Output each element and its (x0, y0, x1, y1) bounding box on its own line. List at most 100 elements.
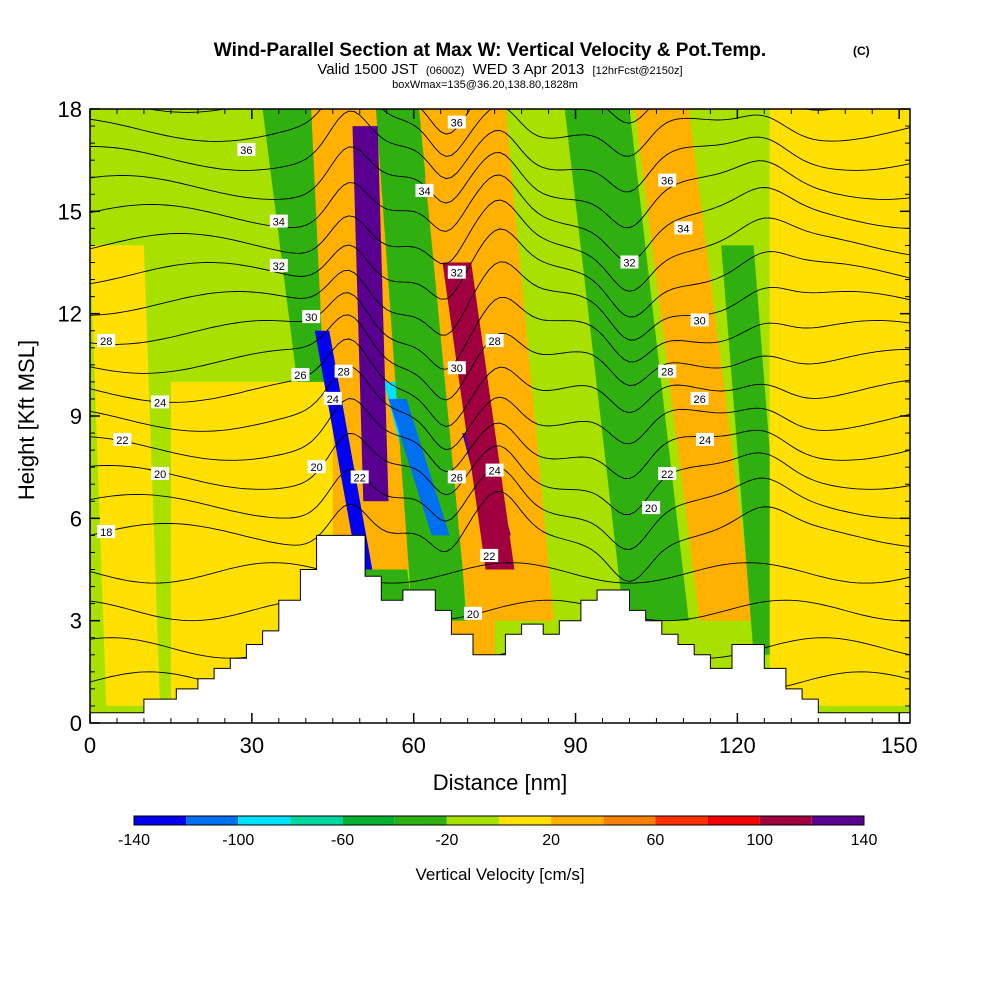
x-tick-label: 120 (719, 733, 756, 758)
theta-contour-18 (90, 490, 910, 582)
theta-label-text: 28 (488, 336, 500, 348)
velocity-core-4 (442, 262, 515, 570)
theta-label-text: 32 (623, 258, 635, 270)
theta-label-box (620, 255, 639, 269)
theta-label-4: 28 (97, 334, 116, 348)
colorbar-swatch (238, 816, 291, 825)
theta-label-box (690, 313, 709, 327)
theta-label-box (642, 501, 661, 515)
theta-label-25: 32 (620, 255, 639, 270)
theta-label-19: 26 (447, 470, 466, 484)
theta-contour-28 (90, 199, 910, 292)
theta-label-box (485, 334, 504, 347)
theta-label-box (447, 361, 466, 375)
y-tick-label: 3 (70, 609, 82, 634)
theta-contour-26 (90, 261, 910, 341)
theta-contour-23 (90, 338, 910, 427)
subtitle-valid: Valid 1500 JST (317, 61, 417, 78)
theta-label-text: 22 (354, 472, 366, 484)
theta-label-text: 24 (327, 394, 339, 406)
theta-label-text: 32 (451, 268, 463, 280)
theta-label-text: 20 (310, 462, 322, 474)
theta-label-15: 34 (415, 183, 434, 198)
x-tick-label: 0 (84, 733, 96, 758)
theta-label-text: 28 (337, 367, 349, 379)
theta-label-30: 22 (658, 467, 677, 481)
subtitle-utc: (0600Z) (426, 65, 465, 77)
theta-contour-22 (90, 366, 910, 451)
theta-label-box (415, 183, 434, 197)
y-tick-label: 0 (70, 711, 82, 736)
theta-label-text: 26 (294, 370, 306, 382)
theta-contour-low-2 (90, 599, 910, 622)
velocity-core-2 (388, 398, 450, 536)
theta-contour-20 (90, 433, 910, 515)
theta-contour-labels: 36 34 32 30 28 26 24 22 20 18 28 24 20 22 36 34 32 30 28 26… (97, 115, 714, 621)
x-tick-label: 60 (401, 733, 425, 758)
theta-label-box (464, 606, 482, 620)
theta-label-box (237, 142, 256, 156)
theta-label-text: 20 (467, 609, 479, 621)
x-tick-label: 90 (563, 733, 587, 758)
theta-label-28: 26 (690, 391, 709, 406)
theta-label-text: 26 (693, 394, 705, 406)
theta-label-text: 18 (100, 527, 112, 539)
colorbar-swatch (394, 816, 447, 825)
theta-label-text: 22 (116, 435, 128, 447)
colorbar-swatch (759, 816, 812, 825)
theta-label-box (334, 364, 353, 378)
theta-label-23: 36 (658, 173, 677, 188)
x-axis-label: Distance [nm] (433, 770, 568, 795)
theta-label-box (658, 364, 677, 378)
x-axis: 0 30 60 90 120 150 (84, 109, 918, 758)
colorbar-swatch (134, 816, 187, 825)
theta-label-box (447, 470, 466, 484)
theta-label-text: 36 (240, 145, 252, 157)
theta-label-box (151, 467, 170, 480)
theta-contour-27 (90, 228, 910, 318)
theta-label-text: 22 (483, 551, 495, 563)
velocity-band-17 (90, 245, 161, 706)
theta-contour-25 (90, 292, 910, 370)
velocity-band-11 (419, 109, 554, 621)
theta-label-box (97, 525, 116, 538)
theta-label-box (696, 432, 714, 446)
colorbar-swatch (707, 816, 760, 825)
colorbar-swatch (290, 816, 343, 825)
theta-label-text: 24 (699, 435, 711, 447)
theta-label-20: 24 (485, 463, 504, 478)
theta-label-text: 34 (418, 186, 430, 198)
theta-label-text: 36 (451, 118, 463, 130)
theta-label-text: 30 (305, 312, 317, 324)
theta-label-2: 32 (269, 258, 288, 273)
theta-contour-37 (90, 0, 910, 25)
theta-label-box (658, 173, 677, 187)
y-tick-label: 12 (58, 302, 82, 327)
theta-label-box (323, 391, 342, 405)
theta-label-box (291, 368, 310, 382)
theta-label-18: 28 (485, 334, 504, 348)
theta-label-16: 32 (447, 265, 466, 280)
theta-label-14: 36 (447, 115, 466, 130)
velocity-band-13 (564, 109, 689, 621)
theta-label-7: 22 (113, 432, 132, 447)
chart-title: Wind-Parallel Section at Max W: Vertical… (214, 40, 766, 61)
theta-contour-30 (90, 146, 910, 229)
theta-label-text: 30 (451, 363, 463, 375)
y-tick-label: 18 (58, 97, 82, 122)
theta-label-17: 30 (447, 361, 466, 375)
plot-area: 36 34 32 30 28 26 24 22 20 18 28 24 20 22 36 34 32 30 28 26… (89, 0, 911, 724)
x-tick-label: 30 (240, 733, 264, 758)
theta-contour-31 (90, 110, 910, 193)
subtitle-forecast: [12hrFcst@2150z] (593, 65, 683, 77)
theta-contour-low-3 (90, 562, 910, 584)
colorbar-tick-label: 20 (542, 832, 560, 849)
theta-label-21: 22 (480, 548, 499, 563)
theta-label-text: 34 (677, 223, 689, 235)
theta-label-3: 30 (302, 310, 321, 324)
theta-label-8: 20 (151, 467, 170, 481)
theta-label-text: 28 (100, 336, 112, 348)
subtitle-date: WED 3 Apr 2013 (473, 61, 585, 78)
theta-label-11: 24 (323, 391, 342, 406)
